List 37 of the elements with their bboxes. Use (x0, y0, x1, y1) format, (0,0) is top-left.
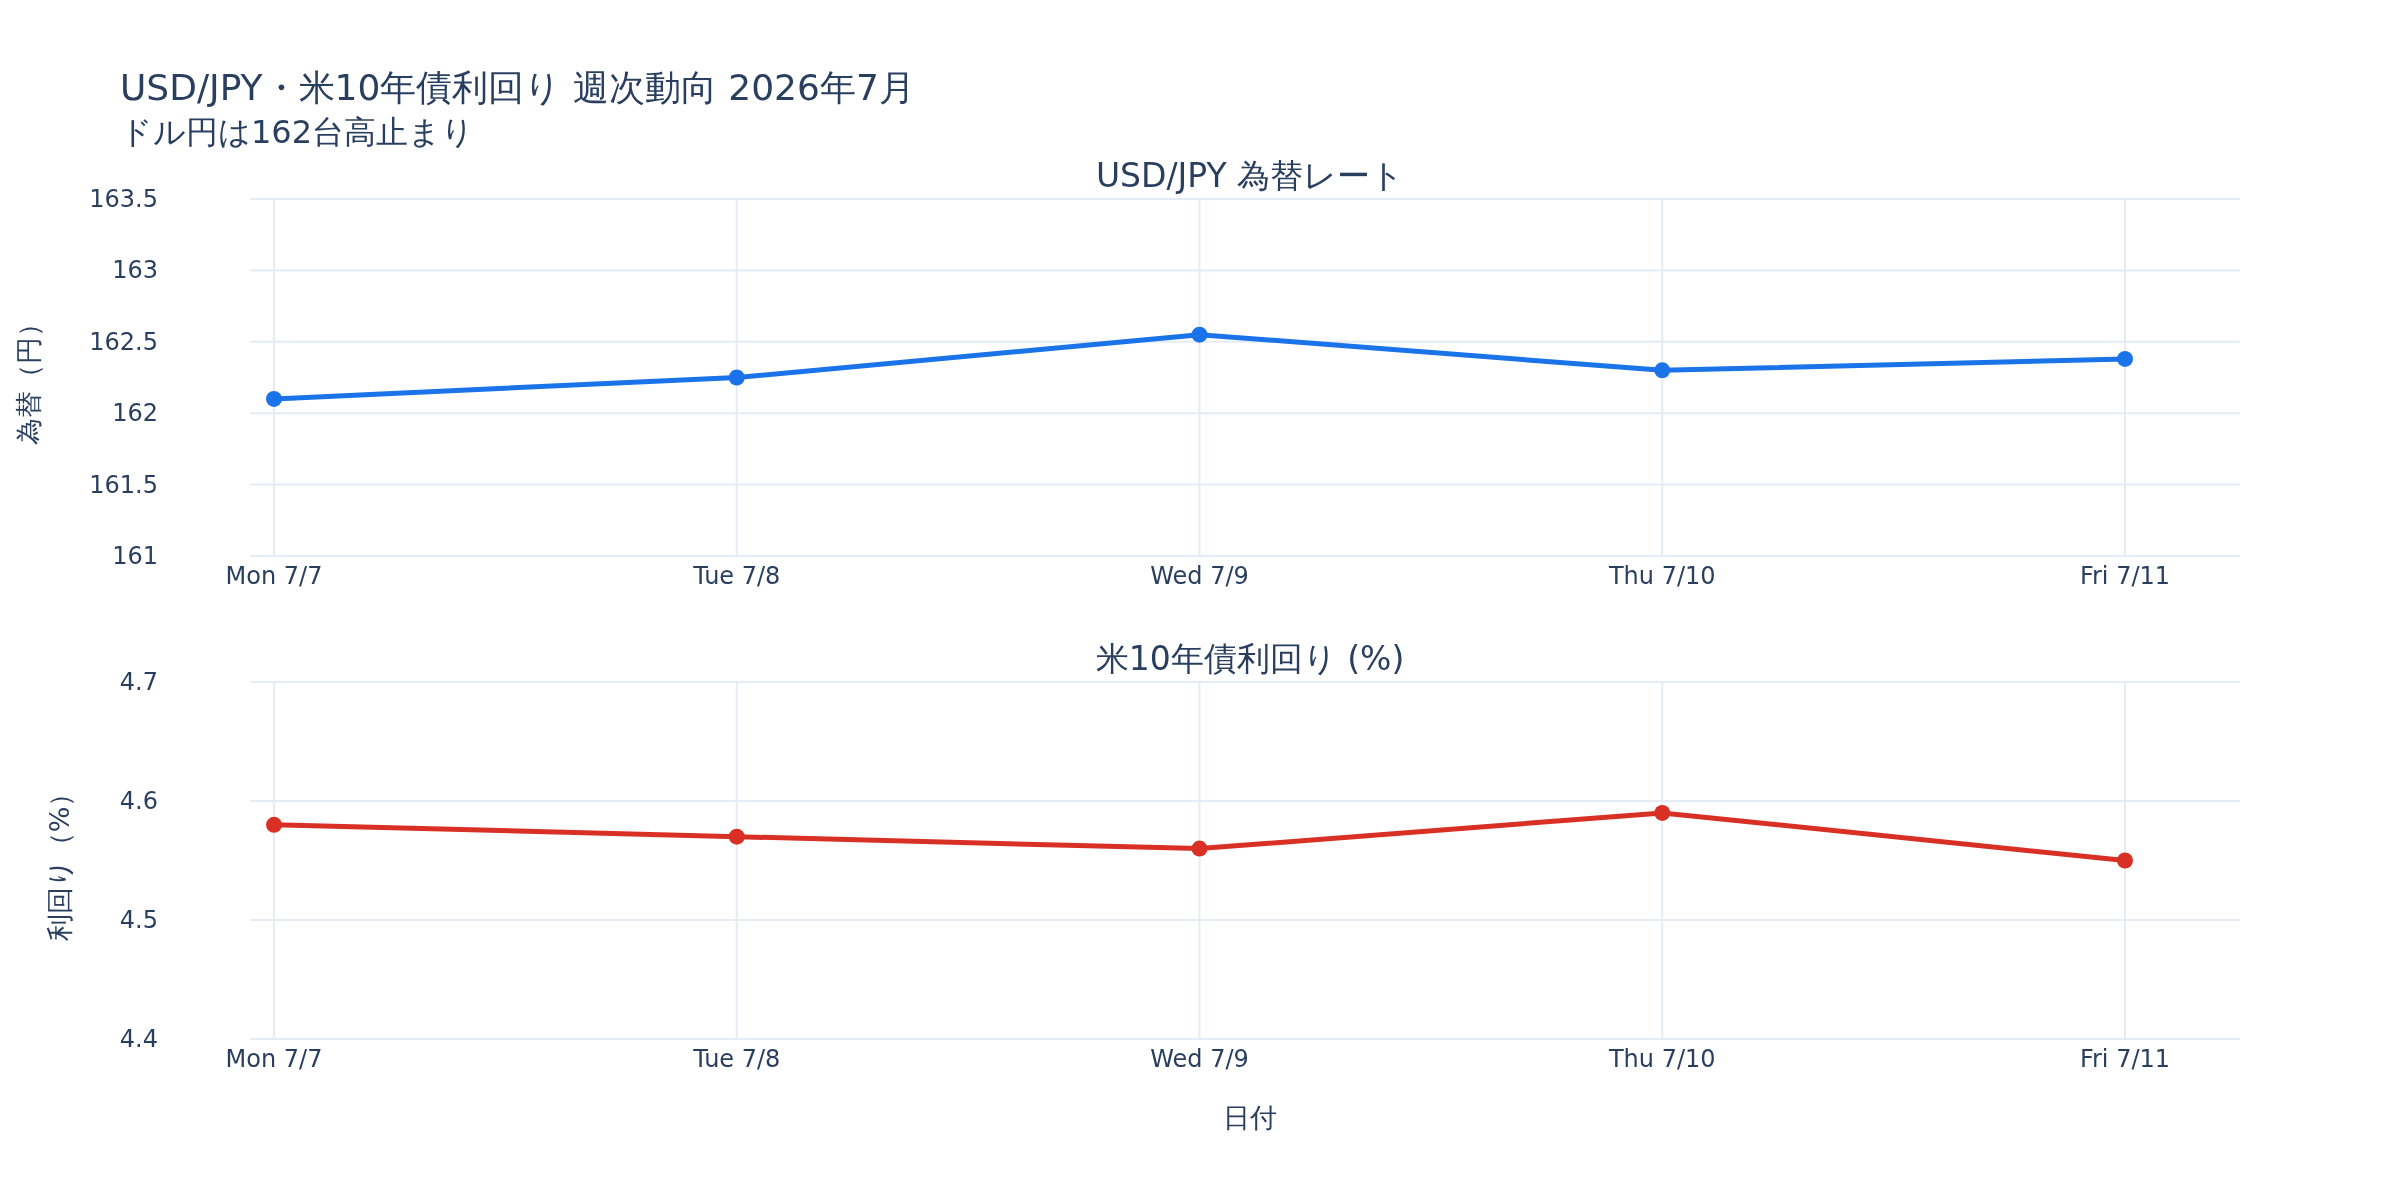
y-tick-label: 161.5 (89, 470, 158, 499)
y-tick-label: 163.5 (89, 185, 158, 213)
x-tick-label: Wed 7/9 (1150, 562, 1249, 590)
x-tick-label: Fri 7/11 (2079, 562, 2171, 590)
y-tick-label: 162 (112, 399, 158, 428)
x-tick-label: Mon 7/7 (225, 562, 323, 590)
x-axis-title: 日付 (1223, 1102, 1277, 1133)
x-tick-label: Fri 7/11 (2079, 1045, 2171, 1073)
x-tick-label: Thu 7/10 (1607, 562, 1716, 590)
x-tick-label: Tue 7/8 (692, 562, 781, 590)
point (266, 390, 282, 407)
y-axis-title: 利回り（%） (44, 779, 75, 942)
y-tick-label: 4.6 (119, 787, 158, 815)
y-tick-label: 4.5 (119, 906, 158, 934)
point (1654, 804, 1671, 821)
chart-title: USD/JPY 為替レート (1095, 156, 1405, 195)
point (2117, 350, 2133, 367)
y-tick-label: 4.4 (119, 1025, 158, 1053)
point (728, 369, 745, 386)
x-tick-label: Thu 7/10 (1607, 1045, 1716, 1073)
x-tick-label: Wed 7/9 (1150, 1045, 1249, 1073)
point (1191, 840, 1208, 857)
point (2117, 852, 2133, 869)
y-tick-label: 163 (112, 256, 158, 285)
text: ドル円は162台高止まり (120, 113, 475, 151)
y-tick-label: 4.7 (119, 668, 158, 696)
y-tick-label: 161 (112, 542, 158, 570)
y-axis-title: 為替（円） (13, 310, 44, 445)
text: USD/JPY・米10年債利回り 週次動向 2026年7月 (120, 67, 915, 108)
x-tick-label: Mon 7/7 (225, 1045, 323, 1073)
point (266, 816, 282, 833)
y-tick-label: 162.5 (89, 327, 158, 356)
point (728, 828, 745, 845)
point (1654, 362, 1671, 379)
x-tick-label: Tue 7/8 (692, 1045, 781, 1073)
chart-title: 米10年債利回り (%) (1095, 639, 1405, 678)
point (1191, 326, 1208, 343)
